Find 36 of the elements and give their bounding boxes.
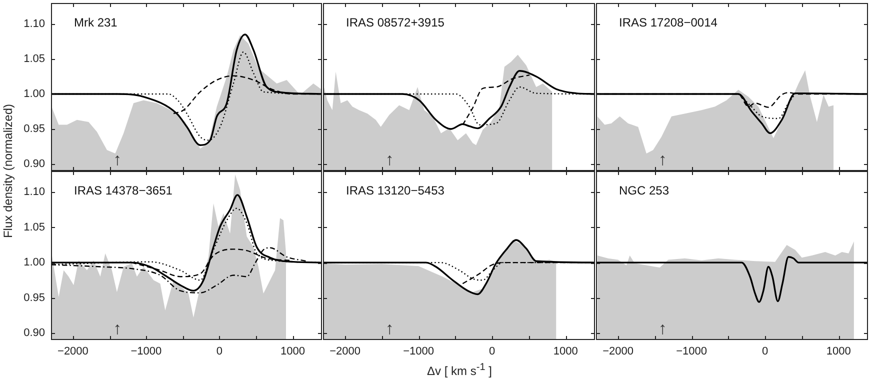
y-tick-label: 1.10 <box>24 18 45 30</box>
x-tick-label: 0 <box>216 346 223 358</box>
annotation: ↑ <box>385 319 394 338</box>
y-tick-label: 1.00 <box>24 88 45 100</box>
x-tick-label: 1000 <box>826 346 851 358</box>
y-axis-title: Flux density (normalized) <box>0 102 16 240</box>
x-tick-label: 1000 <box>280 346 305 358</box>
text: IRAS 17208−0014 <box>619 15 718 30</box>
x-tick-label: −2000 <box>602 346 634 358</box>
y-tick-label: 1.05 <box>24 221 45 234</box>
y-tick-label: 0.90 <box>24 158 45 170</box>
text: IRAS 08572+3915 <box>346 15 445 30</box>
x-tick-label: −2000 <box>58 346 88 358</box>
y-tick-label: 1.00 <box>24 256 45 269</box>
annotation: ↑ <box>658 319 667 338</box>
y-tick-label: 1.05 <box>24 53 45 66</box>
y-tick-label: 0.90 <box>24 326 45 339</box>
annotation: ↑ <box>658 150 667 170</box>
text: Mrk 231 <box>74 15 118 30</box>
y-tick-label: 0.95 <box>24 123 45 136</box>
x-tick-label: 0 <box>489 346 496 358</box>
x-tick-label: −2000 <box>330 346 361 358</box>
x-tick-label: −1000 <box>403 346 434 358</box>
x-tick-label: 0 <box>762 346 768 358</box>
annotation: ↑ <box>385 150 394 170</box>
y-tick-label: 0.95 <box>24 292 45 304</box>
x-tick-label: −1000 <box>130 346 162 358</box>
annotation: ↑ <box>113 150 122 170</box>
text: IRAS 14378−3651 <box>74 183 173 198</box>
text: IRAS 13120−5453 <box>346 183 445 198</box>
x-tick-label: 1000 <box>553 346 578 358</box>
annotation: ↑ <box>113 319 122 338</box>
x-tick-label: −1000 <box>676 346 708 358</box>
x-axis-title: Δv [ km s$^{-1}$ ] <box>426 361 493 379</box>
text: NGC 253 <box>619 183 670 198</box>
y-tick-label: 1.10 <box>24 186 45 198</box>
